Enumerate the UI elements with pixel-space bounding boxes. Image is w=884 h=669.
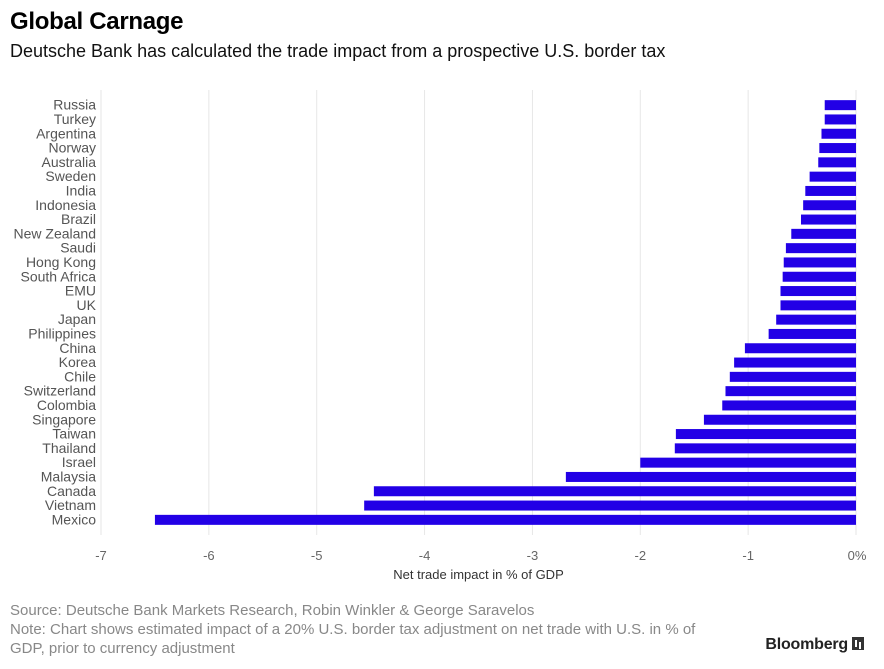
bar-south-africa bbox=[782, 271, 856, 282]
bar-vietnam bbox=[364, 500, 856, 511]
category-label: South Africa bbox=[21, 268, 97, 284]
bar-sweden bbox=[809, 171, 856, 182]
bar-japan bbox=[776, 314, 856, 325]
source-text: Source: Deutsche Bank Markets Research, … bbox=[10, 602, 535, 619]
category-label: Thailand bbox=[42, 440, 96, 456]
bar-new-zealand bbox=[791, 228, 856, 239]
bar-singapore bbox=[703, 414, 856, 425]
note-text: Note: Chart shows estimated impact of a … bbox=[10, 621, 696, 657]
bar-australia bbox=[818, 157, 856, 168]
category-label: India bbox=[66, 182, 97, 198]
category-label: Chile bbox=[64, 368, 96, 384]
bar-norway bbox=[819, 143, 856, 154]
bar-hong-kong bbox=[783, 257, 856, 268]
bar-philippines bbox=[768, 328, 856, 339]
bar-saudi bbox=[785, 243, 856, 254]
category-label: Australia bbox=[42, 154, 97, 170]
bar-israel bbox=[640, 457, 856, 468]
bar-turkey bbox=[824, 114, 856, 125]
bar-uk bbox=[780, 300, 856, 311]
category-label: Switzerland bbox=[24, 383, 96, 399]
bar-russia bbox=[824, 100, 856, 111]
category-label: Canada bbox=[47, 483, 96, 499]
bar-switzerland bbox=[725, 386, 856, 397]
category-label: Sweden bbox=[45, 168, 96, 184]
bar-emu bbox=[780, 286, 856, 297]
x-tick-label: -4 bbox=[419, 548, 431, 563]
gridlines bbox=[100, 90, 857, 535]
category-label: Mexico bbox=[52, 511, 97, 527]
category-label: Norway bbox=[49, 140, 96, 156]
category-label: Indonesia bbox=[35, 197, 96, 213]
bar-korea bbox=[734, 357, 856, 368]
bar-thailand bbox=[674, 443, 856, 454]
category-label: Brazil bbox=[61, 211, 96, 227]
category-label: Saudi bbox=[60, 240, 96, 256]
bar-indonesia bbox=[803, 200, 856, 211]
category-label: Korea bbox=[59, 354, 97, 370]
category-label: Malaysia bbox=[41, 468, 96, 484]
bar-india bbox=[805, 185, 856, 196]
chart-subtitle: Deutsche Bank has calculated the trade i… bbox=[10, 41, 666, 61]
x-tick-label: -6 bbox=[203, 548, 215, 563]
x-axis-title: Net trade impact in % of GDP bbox=[393, 567, 564, 582]
bar-mexico bbox=[154, 514, 856, 525]
brand-name: Bloomberg bbox=[765, 636, 848, 653]
bar-colombia bbox=[722, 400, 856, 411]
category-label: China bbox=[59, 340, 96, 356]
chart-title: Global Carnage bbox=[10, 8, 184, 35]
bar-chart: RussiaTurkeyArgentinaNorwayAustraliaSwed… bbox=[14, 90, 867, 582]
category-label: UK bbox=[77, 297, 97, 313]
category-label: Singapore bbox=[32, 411, 96, 427]
x-tick-label: -7 bbox=[95, 548, 107, 563]
category-label: Taiwan bbox=[52, 426, 96, 442]
x-tick-label: -3 bbox=[527, 548, 539, 563]
category-label: Russia bbox=[53, 97, 96, 113]
x-tick-labels: -7 -6 -5 -4 -3 -2 -1 0% bbox=[95, 548, 867, 563]
category-label: Colombia bbox=[37, 397, 96, 413]
x-tick-label: -1 bbox=[742, 548, 754, 563]
bloomberg-logo: Bloomberg bbox=[765, 636, 864, 654]
category-label: Philippines bbox=[28, 325, 96, 341]
x-tick-label: -5 bbox=[311, 548, 323, 563]
bar-chile bbox=[729, 371, 856, 382]
category-label: Hong Kong bbox=[26, 254, 96, 270]
category-labels: RussiaTurkeyArgentinaNorwayAustraliaSwed… bbox=[14, 97, 97, 528]
x-tick-label: 0% bbox=[848, 548, 867, 563]
category-label: Japan bbox=[58, 311, 96, 327]
category-label: EMU bbox=[65, 283, 96, 299]
bar-argentina bbox=[821, 128, 856, 139]
category-label: New Zealand bbox=[14, 225, 97, 241]
category-label: Vietnam bbox=[45, 497, 96, 513]
bar-brazil bbox=[800, 214, 856, 225]
bar-canada bbox=[373, 486, 856, 497]
bar-china bbox=[744, 343, 856, 354]
bar-taiwan bbox=[675, 429, 856, 440]
bars bbox=[154, 100, 856, 525]
category-label: Argentina bbox=[36, 125, 96, 141]
bloomberg-mark-icon bbox=[852, 637, 864, 650]
category-label: Israel bbox=[62, 454, 96, 470]
category-label: Turkey bbox=[54, 111, 96, 127]
bar-malaysia bbox=[565, 471, 856, 482]
x-tick-label: -2 bbox=[635, 548, 647, 563]
